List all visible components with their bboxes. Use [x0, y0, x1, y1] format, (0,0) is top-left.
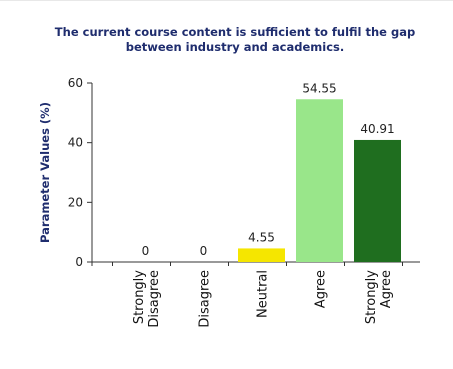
x-category-label-line: Neutral — [256, 270, 271, 318]
x-category-label-line: Agree — [314, 270, 329, 308]
data-label: 0 — [142, 244, 150, 258]
data-label: 54.55 — [302, 81, 336, 95]
x-category-label: Strongly Agree — [364, 270, 394, 324]
x-category-label-line: Disagree — [198, 270, 213, 328]
data-label: 4.55 — [248, 230, 275, 244]
x-category-label: Strongly Disagree — [132, 270, 162, 328]
y-tick-label: 40 — [68, 136, 83, 150]
chart-title: The current course content is sufficient… — [20, 25, 450, 55]
y-tick-label: 20 — [68, 195, 83, 209]
bar — [354, 139, 401, 262]
x-category-label-line: Agree — [379, 270, 394, 308]
bar — [296, 99, 343, 263]
data-label: 0 — [200, 244, 208, 258]
x-category-label-line: Strongly — [132, 270, 147, 324]
x-category-label: Neutral — [256, 270, 271, 318]
x-category-label: Disagree — [198, 270, 213, 328]
bar — [238, 248, 285, 262]
chart-title-line-2: between industry and academics. — [125, 40, 345, 54]
x-category-label-line: Disagree — [147, 270, 162, 328]
chart-title-line-1: The current course content is sufficient… — [54, 25, 416, 39]
y-tick-label: 0 — [75, 255, 83, 269]
data-label: 40.91 — [360, 122, 394, 136]
x-category-label-line: Strongly — [364, 270, 379, 324]
x-category-label: Agree — [314, 270, 329, 308]
y-tick-label: 60 — [68, 76, 83, 90]
y-axis-title: Parameter Values (%) — [38, 102, 52, 243]
